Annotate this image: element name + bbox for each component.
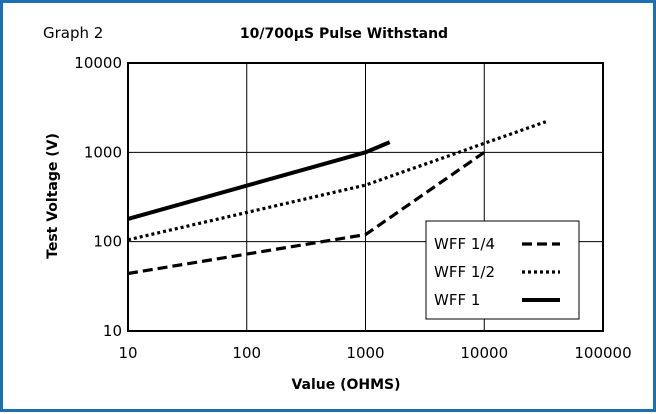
x-tick-label: 1000 bbox=[346, 344, 384, 362]
legend-label: WFF 1 bbox=[434, 291, 480, 309]
y-tick-label: 1000 bbox=[84, 143, 122, 161]
legend-box bbox=[425, 220, 580, 320]
pulse-withstand-chart: Graph 2 10/700µS Pulse Withstand Value (… bbox=[43, 24, 632, 393]
x-tick-label: 100 bbox=[232, 344, 261, 362]
series-line bbox=[127, 140, 391, 221]
x-axis-title: Value (OHMS) bbox=[291, 377, 400, 393]
series-line bbox=[127, 150, 486, 276]
y-tick-labels: 10 100 1000 10000 bbox=[74, 54, 122, 340]
y-tick-label: 10 bbox=[103, 322, 122, 340]
legend: WFF 1/4 WFF 1/2 WFF 1 bbox=[425, 220, 580, 320]
chart-title: 10/700µS Pulse Withstand bbox=[240, 26, 448, 42]
y-tick-label: 10000 bbox=[74, 54, 122, 72]
legend-label: WFF 1/2 bbox=[434, 263, 495, 281]
y-tick-label: 100 bbox=[93, 233, 122, 251]
legend-label: WFF 1/4 bbox=[434, 235, 495, 253]
x-tick-label: 10000 bbox=[460, 344, 508, 362]
plot-area bbox=[127, 62, 604, 332]
graph-label: Graph 2 bbox=[43, 24, 103, 42]
x-tick-label: 100000 bbox=[574, 344, 631, 362]
y-axis-title: Test Voltage (V) bbox=[45, 133, 61, 259]
x-tick-label: 10 bbox=[118, 344, 137, 362]
series-lines bbox=[127, 120, 547, 276]
x-tick-labels: 10 100 1000 10000 100000 bbox=[118, 344, 631, 362]
